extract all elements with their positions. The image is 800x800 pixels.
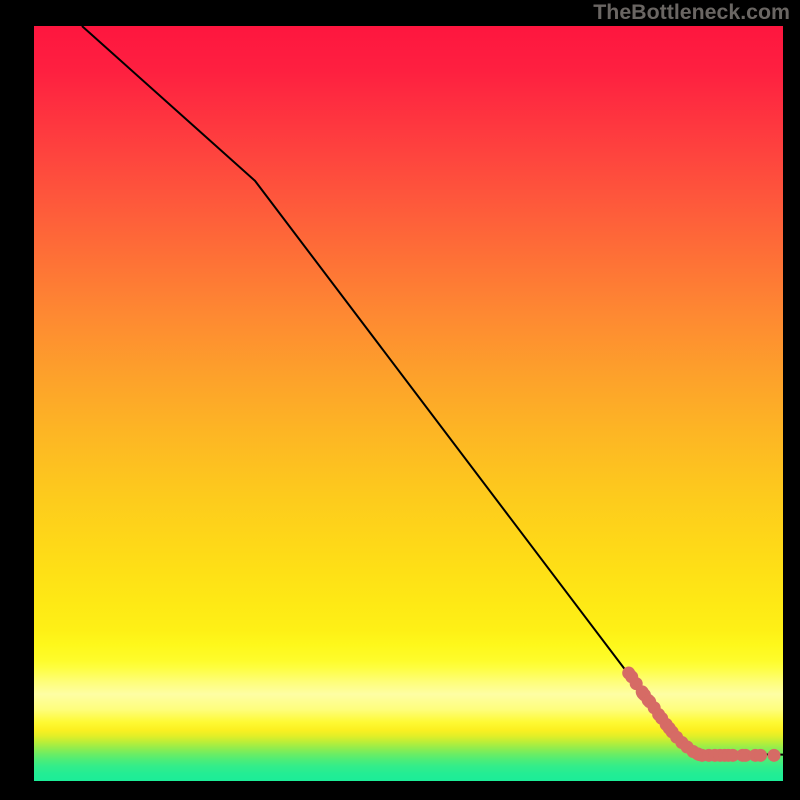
bottleneck-chart [34,26,783,781]
chart-frame: TheBottleneck.com [0,0,800,800]
scatter-point [754,749,767,762]
watermark-text: TheBottleneck.com [593,2,790,23]
gradient-background [34,26,783,781]
scatter-point [768,749,781,762]
